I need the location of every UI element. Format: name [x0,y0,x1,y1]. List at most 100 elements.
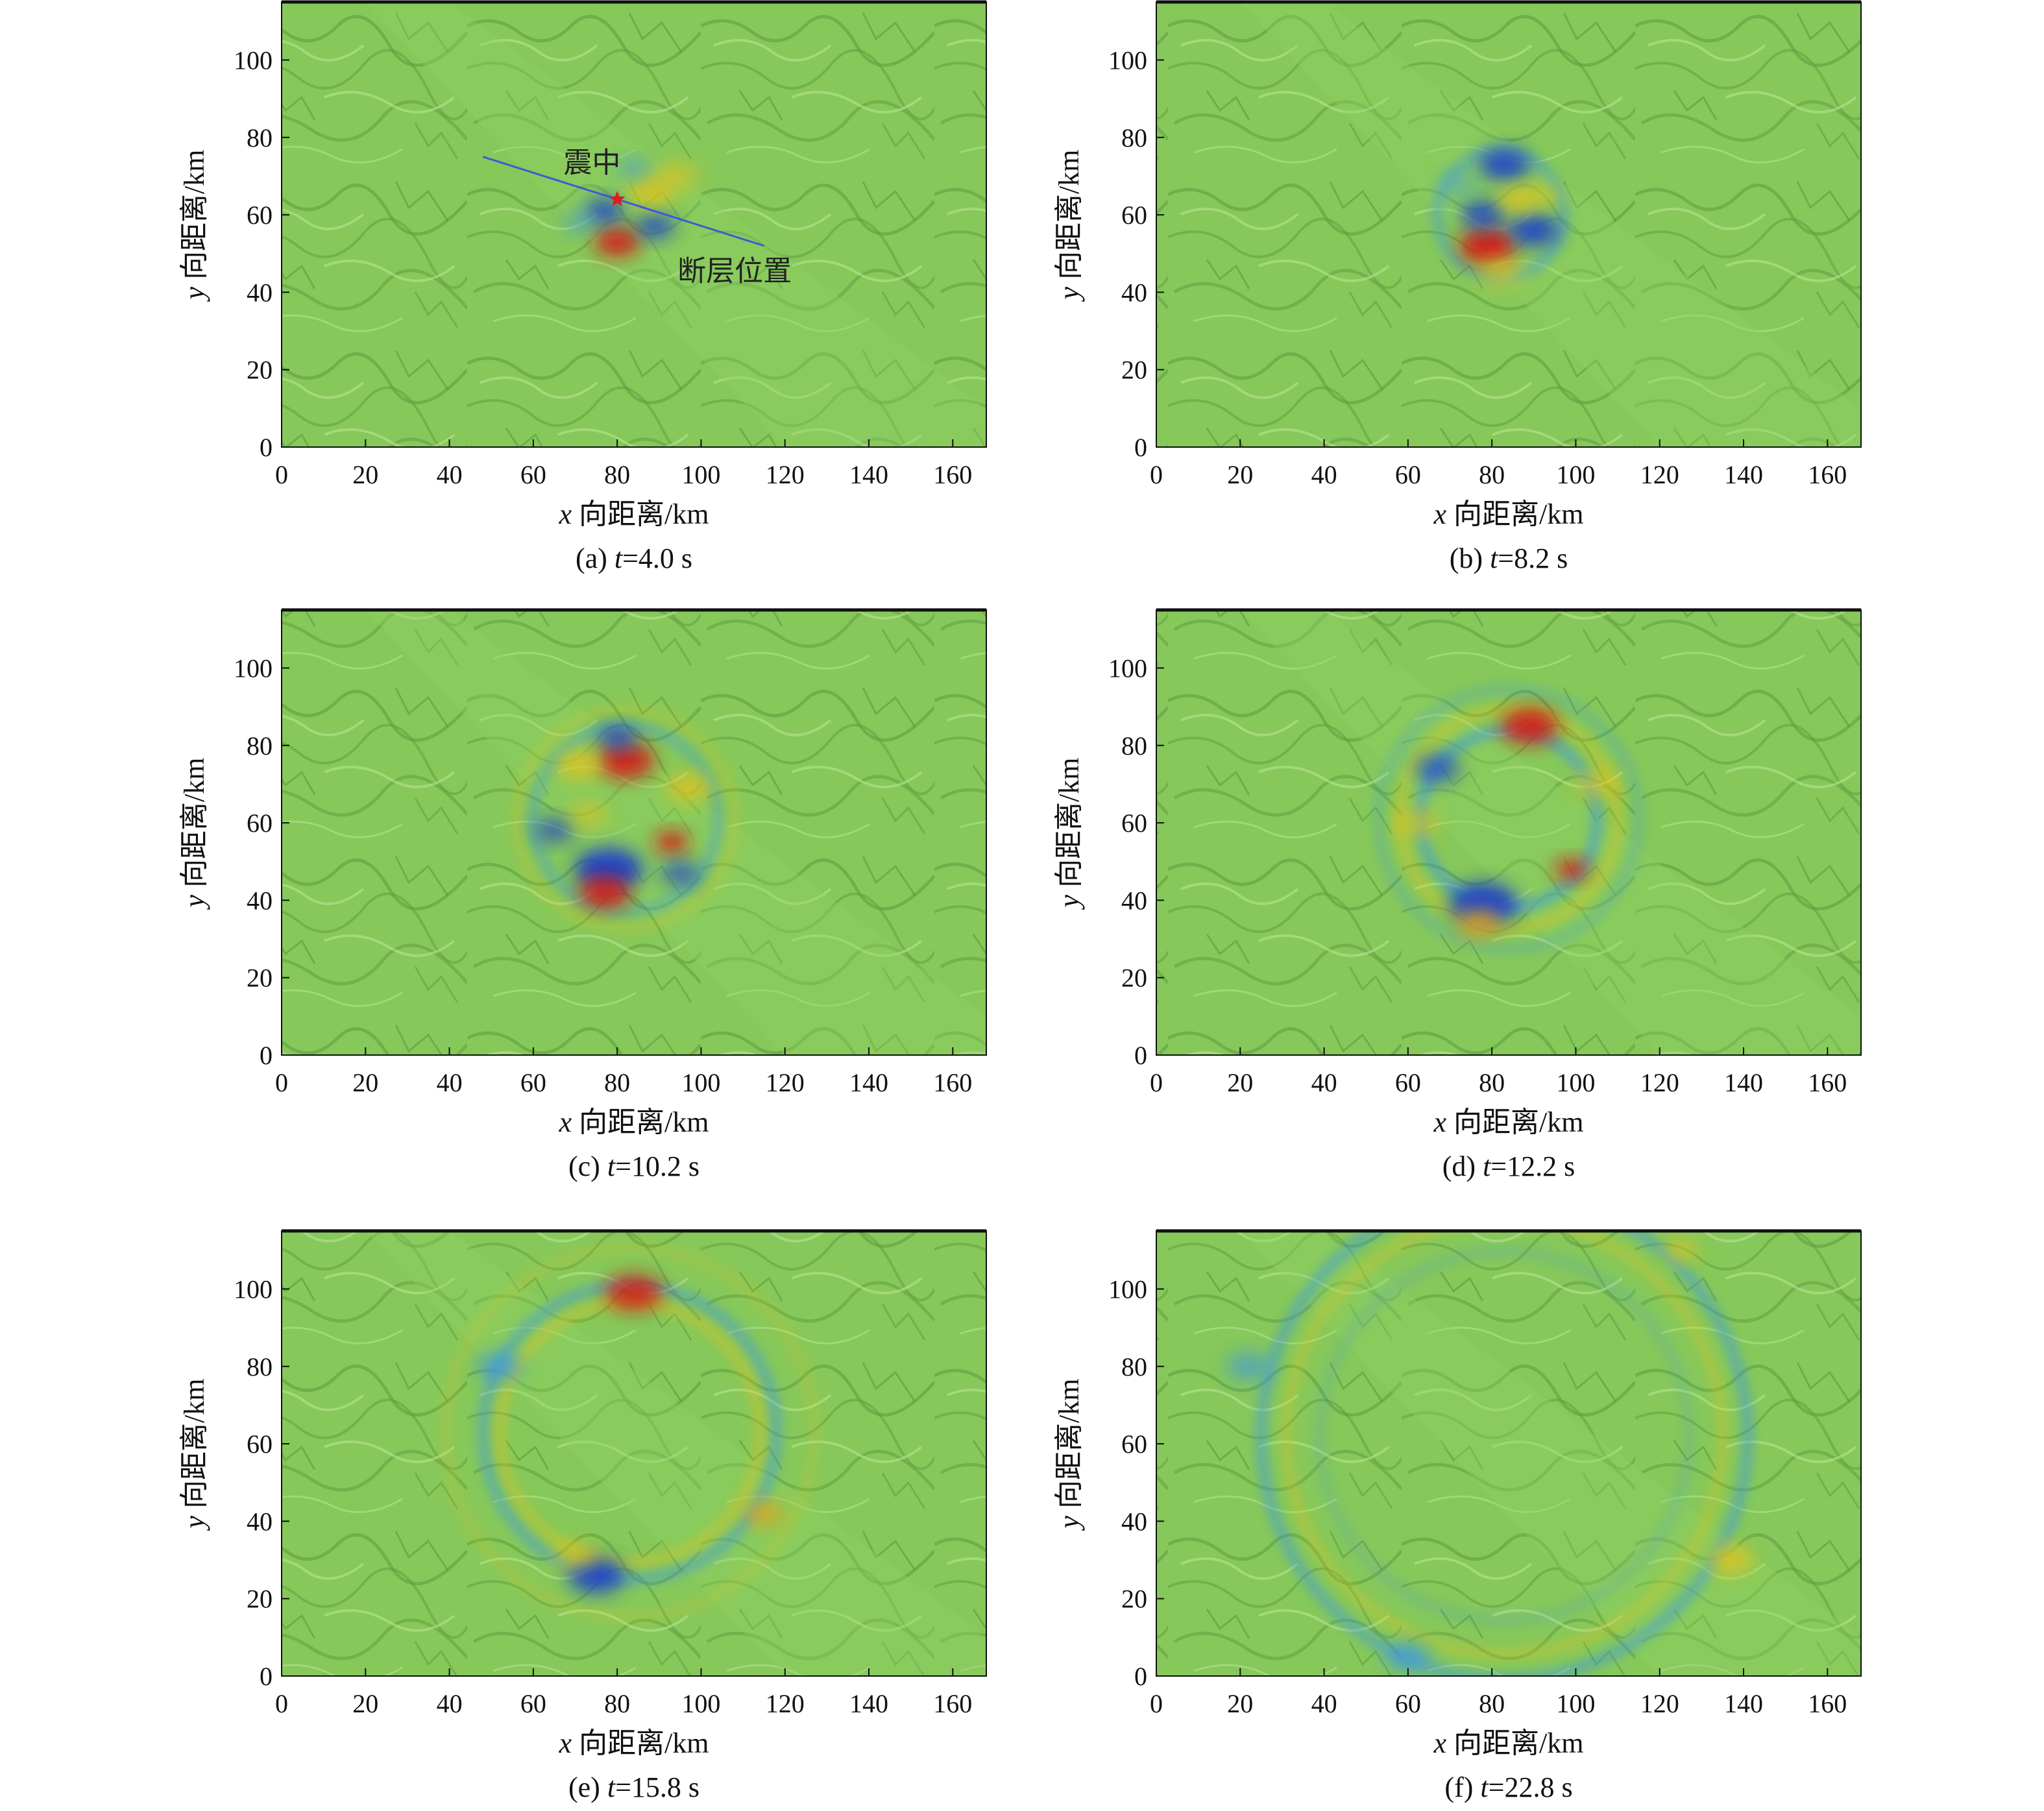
panel-caption: (f) t=22.8 s [1444,1771,1572,1803]
y-tick-label: 60 [247,1429,273,1459]
amplitude-blob [1415,754,1461,783]
amplitude-blob [1508,214,1560,247]
amplitude-blob [1393,808,1439,838]
x-tick-label: 100 [1556,1689,1595,1718]
caption-prefix: (d) [1442,1150,1483,1182]
amplitude-blob [1554,858,1589,881]
x-tick-label: 0 [1150,1689,1163,1718]
x-tick-label: 0 [1150,1068,1163,1097]
y-tick-label: 100 [1108,653,1147,683]
terrain-background [282,2,986,447]
y-axis-var: y [1053,894,1085,910]
caption-prefix: (b) [1450,542,1490,574]
y-axis-text: 向距离/km [178,1379,210,1516]
amplitude-blob [1385,1642,1431,1671]
x-tick-label: 100 [1556,1068,1595,1097]
plot-area-d [1156,610,1861,1055]
amplitude-blob [653,162,699,191]
caption-var: t [614,542,624,574]
x-tick-label: 80 [604,1068,630,1097]
x-tick-label: 160 [1808,1068,1847,1097]
x-tick-label: 160 [933,1068,972,1097]
x-tick-label: 20 [1227,1689,1253,1718]
x-tick-label: 120 [1640,460,1679,489]
y-tick-label: 40 [1121,886,1147,915]
amplitude-blob [562,212,597,234]
y-tick-label: 60 [247,808,273,838]
caption-prefix: (c) [568,1150,607,1182]
x-axis-var: x [559,1727,572,1759]
x-axis-text: 向距离/km [1446,1727,1583,1759]
y-axis-var: y [178,286,210,302]
epicenter-label: 震中 [563,147,620,178]
x-tick-label: 20 [1227,1068,1253,1097]
panel-caption: (c) t=10.2 s [568,1150,700,1182]
x-tick-label: 80 [1479,1068,1505,1097]
x-tick-label: 80 [604,1689,630,1718]
y-axis-text: 向距离/km [178,758,210,895]
y-tick-label: 20 [1121,964,1147,993]
x-tick-label: 0 [275,460,288,489]
epicenter-star [609,191,626,206]
amplitude-blob [654,831,689,853]
y-tick-label: 20 [1121,1585,1147,1614]
y-tick-label: 40 [247,1507,273,1536]
x-tick-label: 20 [352,1689,378,1718]
x-tick-label: 20 [352,460,378,489]
x-tick-label: 160 [1808,460,1847,489]
caption-time: =4.0 s [622,542,692,574]
amplitude-blob [534,818,574,844]
y-tick-label: 60 [1121,201,1147,230]
wavefront-ring [1254,1231,1755,1676]
x-axis-label: x 向距离/km [559,1106,709,1138]
x-axis-label: x 向距离/km [559,498,709,530]
plot-area-c [282,610,986,1055]
y-axis-var: y [178,894,210,910]
x-tick-label: 100 [681,1689,720,1718]
y-tick-label: 0 [260,433,273,462]
x-tick-label: 140 [1724,1689,1763,1718]
amplitude-blob [1226,1352,1272,1381]
y-tick-label: 20 [247,964,273,993]
y-axis-var: y [178,1515,210,1531]
wavefront-ring [1280,1231,1729,1661]
x-tick-label: 140 [849,1068,888,1097]
y-axis-label: y 向距离/km [1053,1379,1085,1531]
x-tick-label: 120 [1640,1068,1679,1097]
x-tick-label: 60 [1395,460,1421,489]
y-tick-label: 100 [234,1274,273,1304]
x-tick-label: 60 [1395,1689,1421,1718]
x-tick-label: 40 [437,460,463,489]
panel-e: 0 20 40 60 80 100 120 140 160 0 20 40 60 80 100 x 向距离/k… [178,1229,987,1803]
wavefront-ring [1372,682,1646,956]
y-tick-label: 20 [1121,356,1147,385]
panel-caption: (b) t=8.2 s [1450,542,1568,574]
x-axis-var: x [1433,498,1447,530]
y-axis-text: 向距离/km [1053,150,1085,287]
x-tick-label: 100 [681,1068,720,1097]
x-tick-label: 100 [681,460,720,489]
x-tick-label: 120 [1640,1689,1679,1718]
y-tick-label: 60 [1121,1429,1147,1459]
y-tick-label: 0 [260,1041,273,1070]
panel-c: 0 20 40 60 80 100 120 140 160 0 20 40 60 80 100 x 向距离/k… [178,608,987,1182]
y-tick-label: 100 [1108,45,1147,75]
x-tick-label: 40 [1311,1689,1337,1718]
amplitude-blob [477,1352,523,1381]
x-tick-label: 80 [604,460,630,489]
caption-time: =22.8 s [1489,1771,1573,1803]
y-axis-text: 向距离/km [1053,758,1085,895]
x-tick-label: 80 [1479,460,1505,489]
y-tick-label: 20 [247,356,273,385]
wavefront-ring [1313,1245,1696,1627]
amplitude-blob [597,725,637,751]
x-axis-text: 向距离/km [572,1727,709,1759]
x-axis-label: x 向距离/km [1433,1727,1584,1759]
y-tick-label: 80 [247,1352,273,1381]
amplitude-blob [557,750,602,779]
caption-var: t [1480,1771,1489,1803]
wavefront-ring [509,703,742,935]
y-tick-label: 40 [247,886,273,915]
y-tick-label: 60 [1121,808,1147,838]
